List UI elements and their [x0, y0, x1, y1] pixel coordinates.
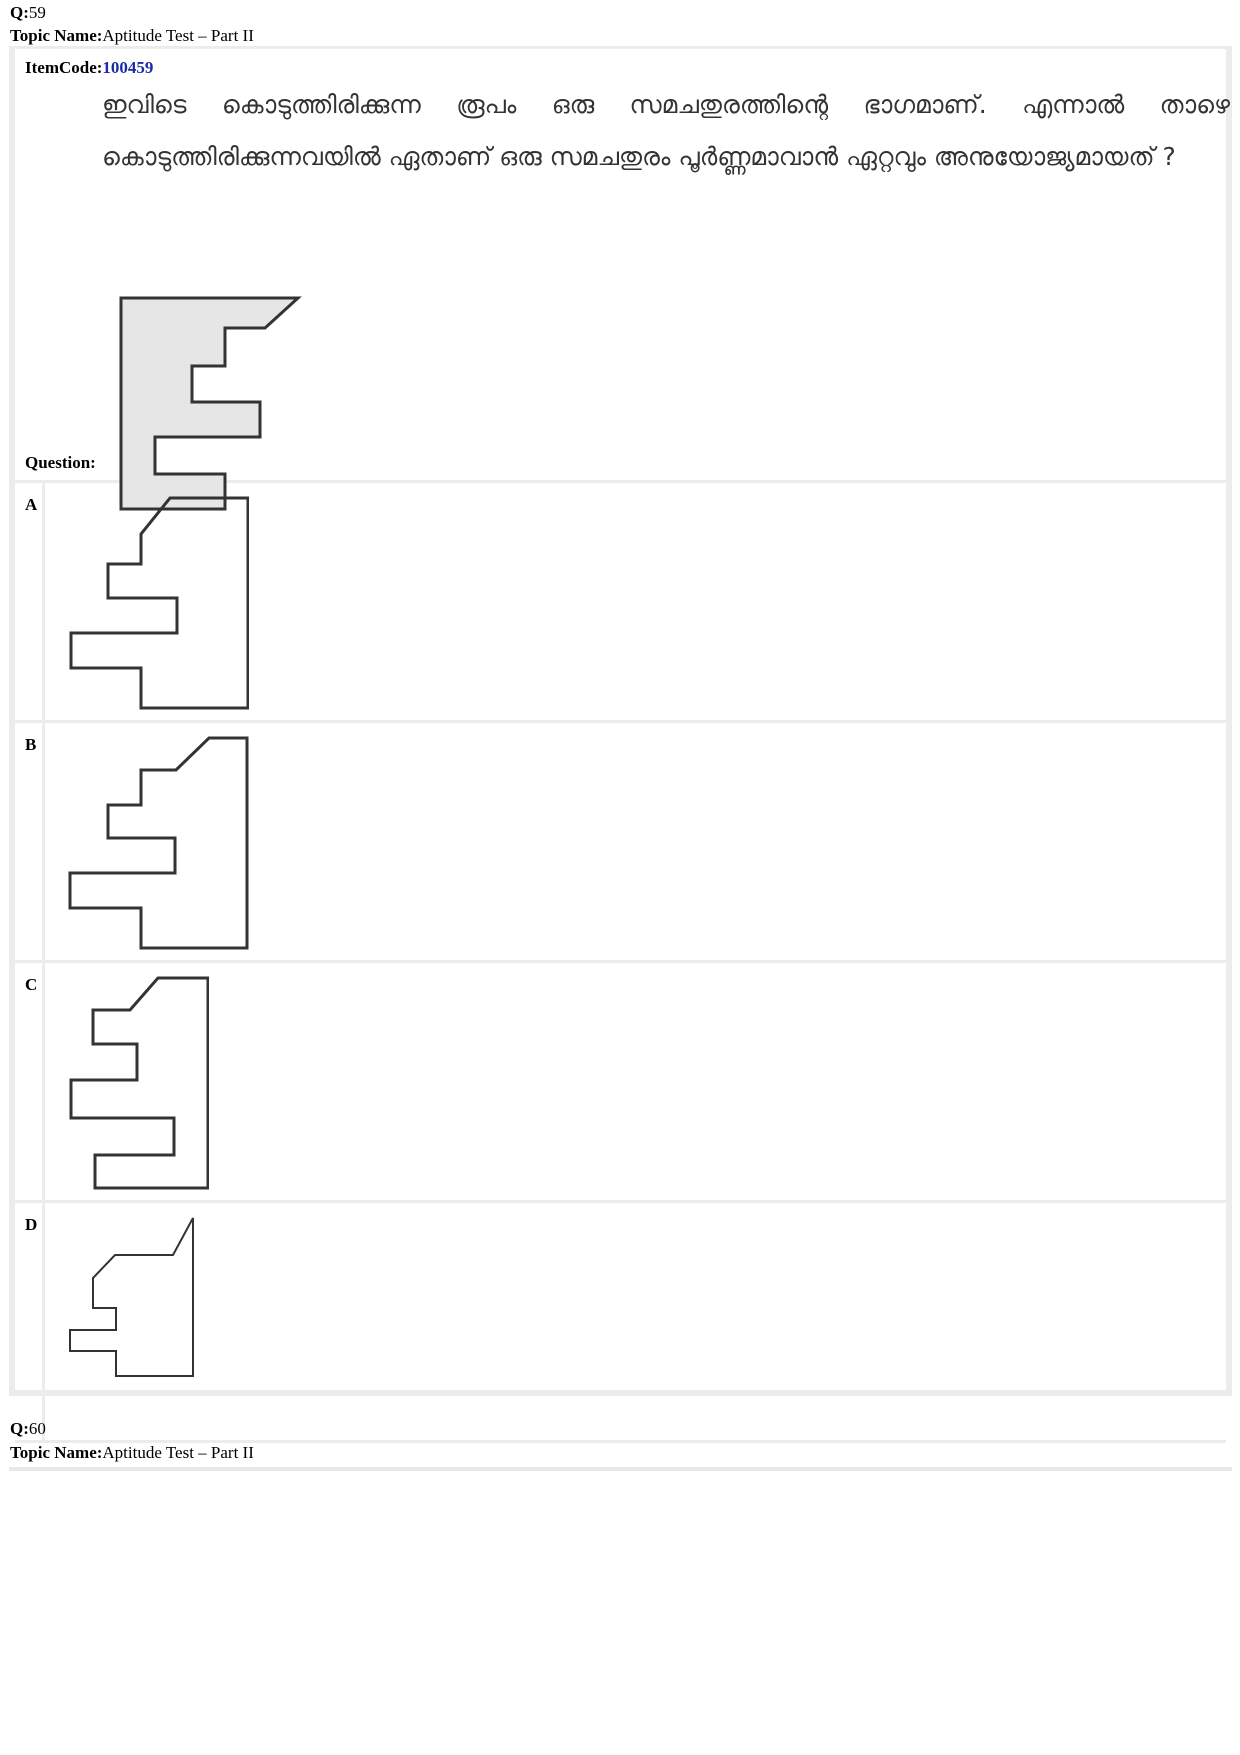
question-card-59: ItemCode:100459 ഇവിടെ കൊടുത്തിരിക്കുന്ന … — [9, 46, 1232, 1443]
question-number-60: Q:60 — [10, 1419, 46, 1438]
question-shape — [119, 296, 302, 511]
divider — [9, 1467, 1232, 1471]
option-label: C — [25, 975, 38, 994]
option-c[interactable]: C — [15, 963, 1226, 1203]
option-b-shape — [68, 736, 249, 950]
option-label: B — [25, 735, 37, 754]
item-code: ItemCode:100459 — [25, 58, 154, 77]
option-d-shape — [69, 1217, 194, 1377]
option-d-figure — [69, 1217, 194, 1377]
option-b[interactable]: B — [15, 723, 1226, 963]
option-c-figure — [69, 976, 209, 1190]
question-number-59: Q:59 — [10, 3, 46, 22]
question-row: ItemCode:100459 ഇവിടെ കൊടുത്തിരിക്കുന്ന … — [15, 49, 1230, 511]
option-a-figure — [69, 496, 249, 710]
option-c-shape — [69, 976, 209, 1190]
topic-name-59: Topic Name:Aptitude Test – Part II — [10, 26, 254, 45]
question-text: ഇവിടെ കൊടുത്തിരിക്കുന്ന രൂപം ഒരു സമചതുരത… — [102, 90, 1230, 171]
question-label: Question: — [25, 453, 96, 472]
topic-name-60: Topic Name:Aptitude Test – Part II — [10, 1443, 254, 1462]
option-label: A — [25, 495, 38, 514]
option-b-figure — [68, 736, 249, 950]
option-a-shape — [69, 496, 249, 710]
option-a[interactable]: A — [15, 483, 1226, 723]
option-d[interactable]: D — [15, 1203, 1226, 1443]
option-label: D — [25, 1215, 38, 1234]
